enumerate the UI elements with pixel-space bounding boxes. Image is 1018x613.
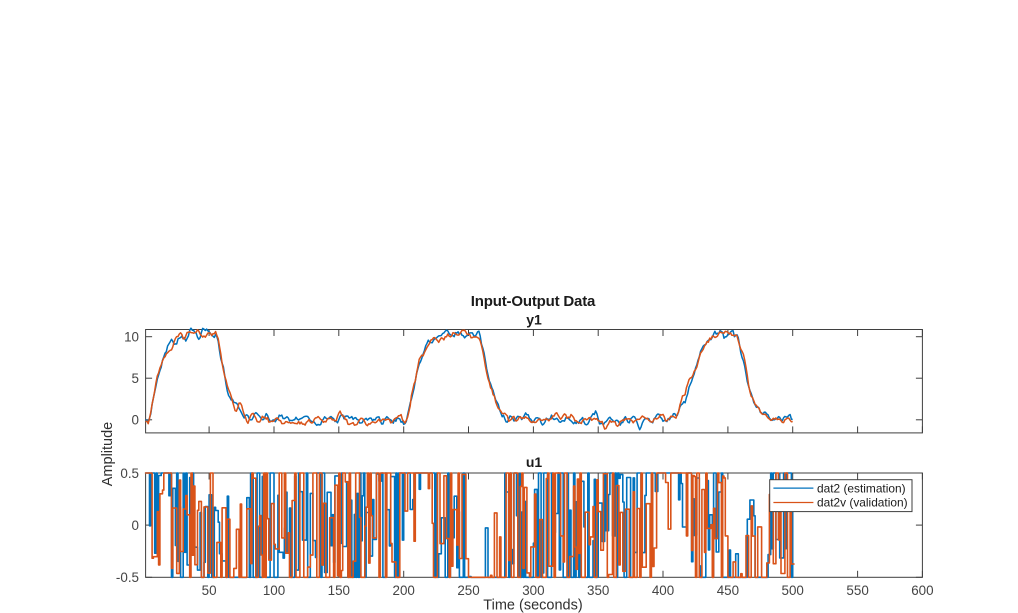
svg-text:u1: u1 — [526, 454, 543, 470]
svg-text:0.5: 0.5 — [120, 466, 139, 481]
svg-text:450: 450 — [717, 583, 739, 598]
svg-text:y1: y1 — [526, 311, 542, 327]
svg-text:400: 400 — [652, 583, 674, 598]
svg-text:dat2 (estimation): dat2 (estimation) — [817, 481, 906, 495]
svg-text:250: 250 — [457, 583, 479, 598]
svg-text:550: 550 — [846, 583, 868, 598]
svg-text:Input-Output Data: Input-Output Data — [471, 293, 596, 310]
svg-text:600: 600 — [911, 583, 933, 598]
svg-text:150: 150 — [328, 583, 350, 598]
svg-text:Amplitude: Amplitude — [100, 422, 116, 486]
svg-text:0: 0 — [132, 413, 139, 428]
svg-text:10: 10 — [124, 330, 139, 345]
svg-text:5: 5 — [132, 371, 139, 386]
svg-text:500: 500 — [782, 583, 804, 598]
svg-text:Time (seconds): Time (seconds) — [483, 598, 582, 613]
svg-text:200: 200 — [393, 583, 415, 598]
svg-text:350: 350 — [587, 583, 609, 598]
svg-text:-0.5: -0.5 — [116, 570, 139, 585]
svg-text:50: 50 — [202, 583, 217, 598]
svg-text:0: 0 — [132, 518, 139, 533]
svg-text:dat2v (validation): dat2v (validation) — [817, 496, 908, 510]
svg-text:300: 300 — [522, 583, 544, 598]
svg-text:100: 100 — [263, 583, 285, 598]
